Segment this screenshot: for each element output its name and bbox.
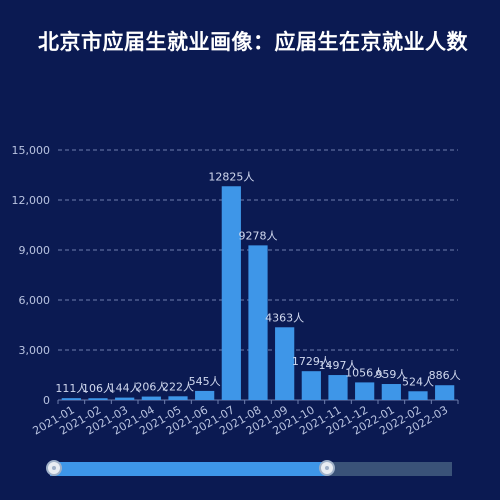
data-label: 144人 [109, 382, 141, 395]
data-label: 545人 [189, 375, 221, 388]
zoom-slider[interactable] [46, 460, 452, 476]
data-label: 9278人 [239, 229, 278, 242]
bar [301, 371, 321, 400]
data-label: 12825人 [208, 170, 254, 183]
bar [275, 327, 295, 400]
y-tick-label: 0 [43, 394, 50, 407]
data-label: 886人 [429, 369, 461, 382]
bar [355, 382, 375, 400]
bar [168, 396, 188, 400]
bar [328, 375, 348, 400]
bar [88, 398, 108, 400]
data-label: 4363人 [265, 311, 304, 324]
data-label: 524人 [402, 375, 434, 388]
bar [248, 245, 268, 400]
bar [115, 397, 135, 400]
bar [435, 385, 455, 400]
y-tick-label: 12,000 [12, 194, 51, 207]
zoom-end-handle[interactable] [319, 460, 336, 476]
bar [408, 391, 428, 400]
zoom-start-handle[interactable] [46, 460, 62, 476]
bar [141, 396, 161, 400]
data-label: 222人 [162, 380, 194, 393]
bar [61, 398, 81, 400]
y-tick-label: 9,000 [19, 244, 51, 257]
chart-title: 北京市应届生就业画像：应届生在京就业人数 [38, 30, 468, 54]
data-label: 1056人 [345, 366, 384, 379]
data-label: 1729人 [292, 355, 331, 368]
bar [221, 186, 241, 400]
data-label: 206人 [135, 381, 167, 394]
data-label: 1497人 [319, 359, 358, 372]
data-label: 959人 [375, 368, 407, 381]
data-label: 106人 [82, 382, 114, 395]
data-label: 111人 [55, 382, 87, 395]
y-tick-label: 15,000 [12, 144, 51, 157]
zoom-slider-range[interactable] [50, 462, 328, 476]
y-tick-label: 6,000 [19, 294, 51, 307]
y-tick-label: 3,000 [19, 344, 51, 357]
bar [195, 390, 215, 400]
bar [381, 384, 401, 400]
